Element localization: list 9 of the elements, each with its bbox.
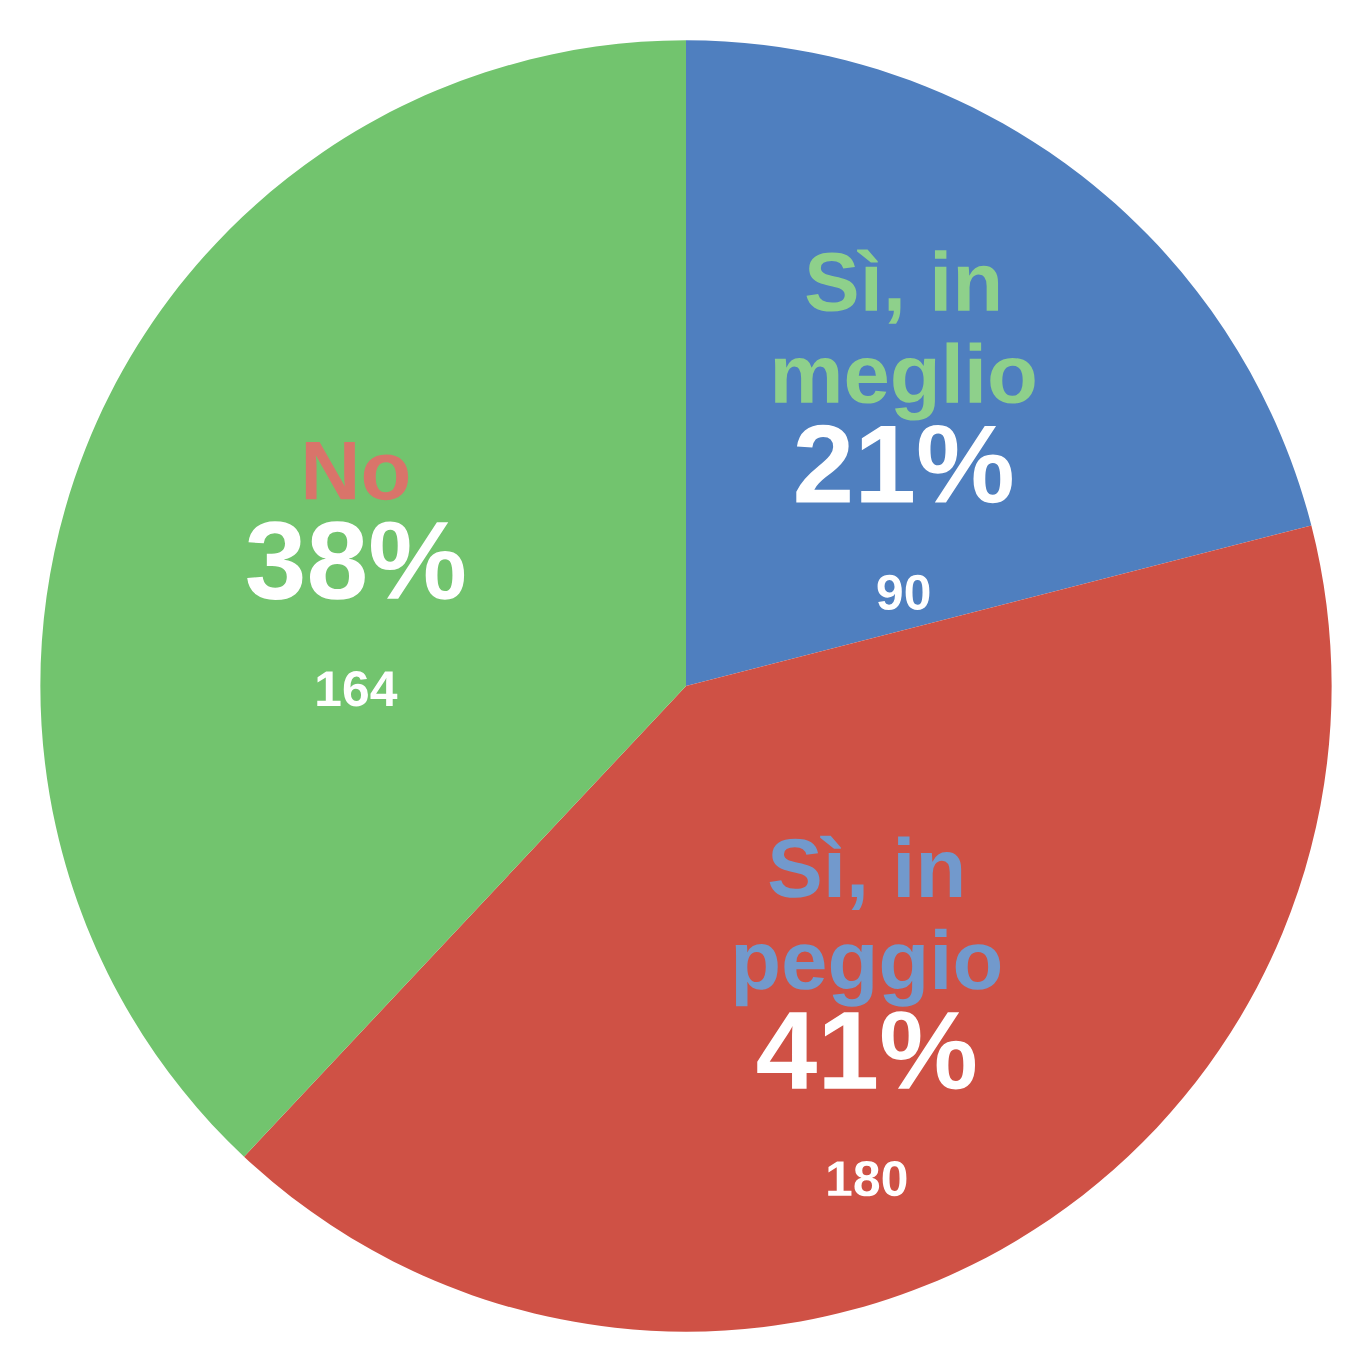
text: 180	[828, 1160, 907, 1197]
slice-label: Sì, in meglio	[774, 249, 1035, 421]
slice-label: Sì, in peggio	[735, 835, 1001, 1007]
data-label: 38%	[247, 521, 465, 601]
data-label: 41%	[757, 1011, 976, 1090]
data-label: 21%	[796, 424, 1012, 504]
text: 90	[877, 574, 930, 611]
slice-label: No	[305, 442, 409, 501]
text: 164	[317, 671, 398, 707]
